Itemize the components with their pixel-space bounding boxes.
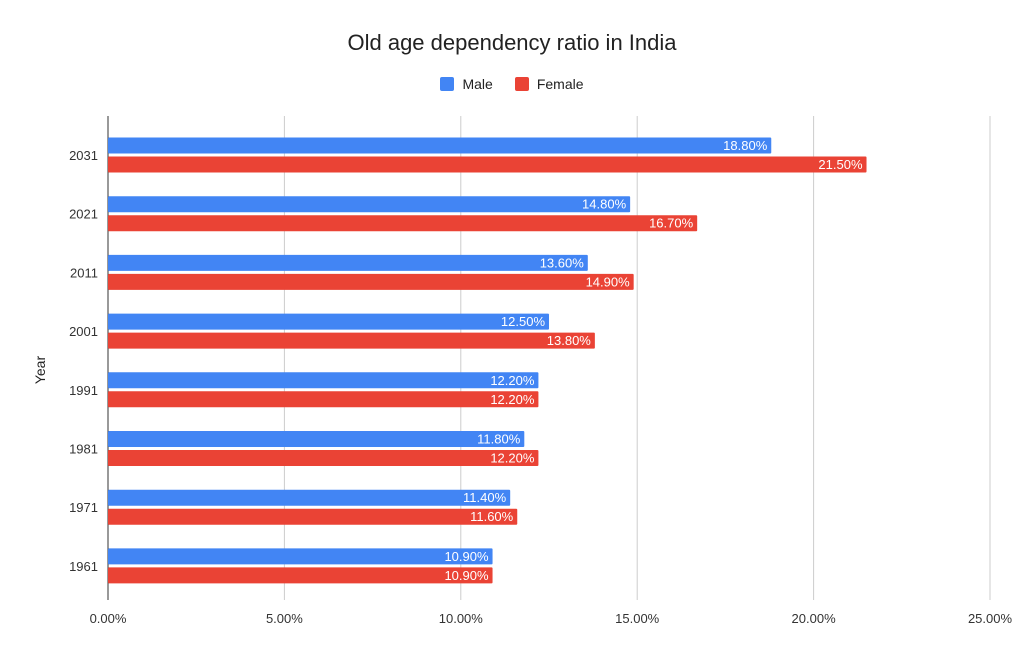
legend-item-male[interactable]: Male bbox=[440, 76, 493, 92]
data-label: 11.60% bbox=[470, 509, 514, 524]
y-tick-label: 2031 bbox=[69, 148, 98, 163]
data-label: 16.70% bbox=[649, 216, 694, 231]
bar-female bbox=[108, 567, 493, 584]
y-tick-label: 1961 bbox=[69, 559, 98, 574]
data-label: 21.50% bbox=[818, 157, 863, 172]
data-label: 12.50% bbox=[501, 314, 546, 329]
x-tick-label: 5.00% bbox=[266, 611, 303, 626]
x-tick-label: 15.00% bbox=[615, 611, 660, 626]
y-tick-label: 2021 bbox=[69, 207, 98, 222]
y-tick-label: 2011 bbox=[70, 265, 98, 280]
legend-label-female: Female bbox=[536, 76, 584, 92]
data-label: 11.40% bbox=[463, 490, 507, 505]
y-axis-title: Year bbox=[32, 356, 48, 385]
data-label: 12.20% bbox=[490, 373, 535, 388]
legend: Male Female bbox=[0, 76, 1024, 92]
data-label: 14.80% bbox=[582, 197, 627, 212]
data-label: 13.80% bbox=[547, 333, 592, 348]
x-tick-label: 0.00% bbox=[90, 611, 127, 626]
data-label: 10.90% bbox=[444, 549, 489, 564]
bar-female bbox=[108, 332, 595, 349]
bar-male bbox=[108, 254, 588, 271]
x-tick-label: 25.00% bbox=[968, 611, 1013, 626]
bar-female bbox=[108, 273, 634, 290]
bar-male bbox=[108, 489, 511, 506]
x-tick-label: 10.00% bbox=[439, 611, 484, 626]
data-label: 14.90% bbox=[586, 274, 631, 289]
y-tick-label: 1991 bbox=[69, 383, 98, 398]
legend-item-female[interactable]: Female bbox=[514, 76, 584, 92]
legend-swatch-female bbox=[514, 77, 529, 91]
bar-female bbox=[108, 156, 867, 173]
bar-female bbox=[108, 391, 539, 408]
data-label: 10.90% bbox=[444, 568, 489, 583]
legend-label-male: Male bbox=[462, 76, 493, 92]
legend-swatch-male bbox=[440, 77, 455, 91]
chart-title: Old age dependency ratio in India bbox=[347, 30, 677, 55]
bar-male bbox=[108, 431, 525, 447]
y-tick-label: 1981 bbox=[69, 442, 98, 457]
bar-female bbox=[108, 508, 518, 525]
data-label: 12.20% bbox=[490, 451, 535, 466]
x-tick-label: 20.00% bbox=[792, 611, 837, 626]
bar-male bbox=[108, 372, 539, 389]
data-label: 13.60% bbox=[540, 255, 585, 270]
data-label: 18.80% bbox=[723, 138, 768, 153]
data-label: 12.20% bbox=[490, 392, 535, 407]
bar-male bbox=[108, 196, 631, 213]
bar-female bbox=[108, 450, 539, 466]
bar-male bbox=[108, 137, 772, 154]
bar-male bbox=[108, 313, 549, 330]
bar-male bbox=[108, 548, 493, 565]
y-tick-label: 1971 bbox=[69, 500, 98, 515]
data-label: 11.80% bbox=[477, 432, 521, 447]
y-tick-label: 2001 bbox=[69, 324, 98, 339]
bar-female bbox=[108, 215, 698, 232]
